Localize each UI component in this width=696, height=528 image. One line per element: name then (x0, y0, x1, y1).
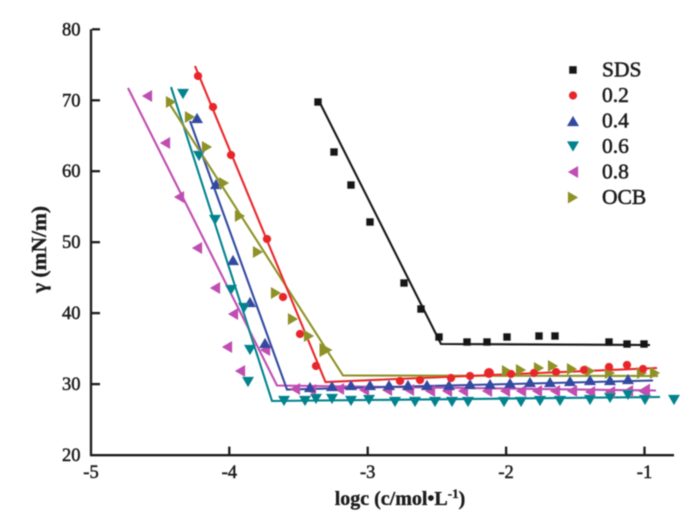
svg-text:40: 40 (62, 304, 81, 324)
svg-text:50: 50 (62, 233, 81, 253)
svg-text:0.4: 0.4 (602, 109, 629, 133)
svg-text:80: 80 (62, 20, 81, 40)
svg-text:20: 20 (62, 446, 81, 466)
svg-text:γ (mN/m): γ (mN/m) (27, 206, 51, 294)
svg-text:0.6: 0.6 (602, 134, 629, 158)
svg-text:70: 70 (62, 91, 81, 111)
svg-text:0.2: 0.2 (602, 83, 629, 107)
svg-text:-5: -5 (83, 463, 98, 483)
svg-text:30: 30 (62, 375, 81, 395)
svg-text:0.8: 0.8 (602, 160, 629, 184)
svg-text:60: 60 (62, 162, 81, 182)
svg-text:logc (c/mol•L-1): logc (c/mol•L-1) (335, 486, 466, 511)
svg-text:-4: -4 (222, 463, 237, 483)
svg-text:-1: -1 (637, 463, 652, 483)
svg-text:-3: -3 (360, 463, 375, 483)
svg-text:SDS: SDS (602, 58, 641, 82)
svg-text:OCB: OCB (602, 185, 646, 209)
svg-text:-2: -2 (498, 463, 513, 483)
